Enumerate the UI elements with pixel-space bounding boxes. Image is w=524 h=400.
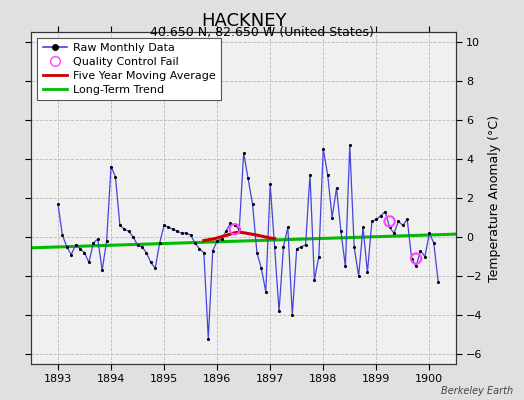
Point — [138, 244, 146, 250]
Point — [67, 252, 75, 258]
Point — [412, 263, 420, 270]
Point — [116, 222, 124, 228]
Point — [213, 238, 221, 244]
Point — [359, 224, 367, 230]
Point — [341, 263, 350, 270]
Point — [261, 288, 270, 295]
Text: Berkeley Earth: Berkeley Earth — [441, 386, 514, 396]
Point — [182, 230, 190, 236]
Point — [310, 277, 319, 283]
Point — [151, 265, 159, 272]
Point — [421, 253, 429, 260]
Point — [63, 244, 71, 250]
Point — [385, 224, 394, 230]
Point — [275, 308, 283, 314]
Point — [98, 267, 106, 274]
Point — [408, 255, 416, 262]
Point — [178, 230, 186, 236]
Point — [266, 181, 275, 188]
Point — [102, 238, 111, 244]
Point — [94, 236, 102, 242]
Point — [239, 150, 248, 156]
Point — [425, 230, 433, 236]
Point — [231, 222, 239, 228]
Point — [217, 236, 226, 242]
Point — [134, 242, 142, 248]
Point — [209, 248, 217, 254]
Point — [332, 185, 341, 192]
Point — [200, 250, 208, 256]
Point — [204, 336, 212, 342]
Point — [156, 240, 164, 246]
Point — [372, 216, 380, 223]
Point — [226, 220, 235, 226]
Point — [58, 232, 67, 238]
Point — [270, 244, 279, 250]
Point — [71, 242, 80, 248]
Point — [248, 201, 257, 207]
Point — [319, 146, 328, 152]
Point — [279, 244, 288, 250]
Point — [231, 226, 239, 232]
Point — [434, 279, 442, 285]
Title: HACKNEY: HACKNEY — [201, 12, 287, 30]
Text: 40.650 N, 82.650 W (United States): 40.650 N, 82.650 W (United States) — [150, 26, 374, 39]
Point — [301, 242, 310, 248]
Point — [187, 232, 195, 238]
Point — [323, 171, 332, 178]
Point — [381, 208, 389, 215]
Point — [257, 265, 266, 272]
Point — [76, 246, 84, 252]
Point — [306, 171, 314, 178]
Point — [385, 218, 394, 225]
Point — [288, 312, 297, 318]
Point — [394, 218, 402, 225]
Point — [85, 259, 93, 266]
Point — [337, 228, 345, 234]
Point — [142, 250, 150, 256]
Point — [412, 255, 420, 262]
Point — [107, 164, 115, 170]
Point — [120, 226, 128, 232]
Point — [253, 250, 261, 256]
Point — [222, 228, 230, 234]
Point — [354, 273, 363, 279]
Point — [80, 250, 89, 256]
Point — [297, 244, 305, 250]
Point — [191, 240, 199, 246]
Point — [350, 244, 358, 250]
Point — [160, 222, 168, 228]
Y-axis label: Temperature Anomaly (°C): Temperature Anomaly (°C) — [488, 114, 501, 282]
Point — [125, 228, 133, 234]
Point — [399, 222, 407, 228]
Point — [346, 142, 354, 148]
Point — [235, 226, 244, 232]
Point — [173, 228, 181, 234]
Point — [165, 224, 173, 230]
Point — [328, 214, 336, 221]
Point — [314, 253, 323, 260]
Point — [363, 269, 372, 276]
Point — [111, 173, 119, 180]
Point — [89, 240, 97, 246]
Point — [195, 246, 204, 252]
Point — [377, 212, 385, 219]
Legend: Raw Monthly Data, Quality Control Fail, Five Year Moving Average, Long-Term Tren: Raw Monthly Data, Quality Control Fail, … — [37, 38, 221, 100]
Point — [368, 218, 376, 225]
Point — [430, 240, 438, 246]
Point — [292, 246, 301, 252]
Point — [244, 175, 252, 182]
Point — [54, 201, 62, 207]
Point — [129, 234, 137, 240]
Point — [416, 248, 424, 254]
Point — [169, 226, 177, 232]
Point — [283, 224, 292, 230]
Point — [390, 230, 398, 236]
Point — [147, 259, 155, 266]
Point — [403, 216, 411, 223]
